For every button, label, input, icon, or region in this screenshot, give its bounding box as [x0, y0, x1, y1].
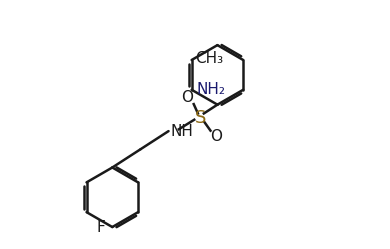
Text: CH₃: CH₃ — [195, 51, 223, 66]
Text: NH₂: NH₂ — [196, 82, 225, 97]
Text: NH: NH — [170, 124, 193, 139]
Text: O: O — [181, 90, 193, 105]
Text: O: O — [210, 129, 222, 144]
Text: F: F — [96, 220, 105, 235]
Text: S: S — [195, 109, 207, 127]
